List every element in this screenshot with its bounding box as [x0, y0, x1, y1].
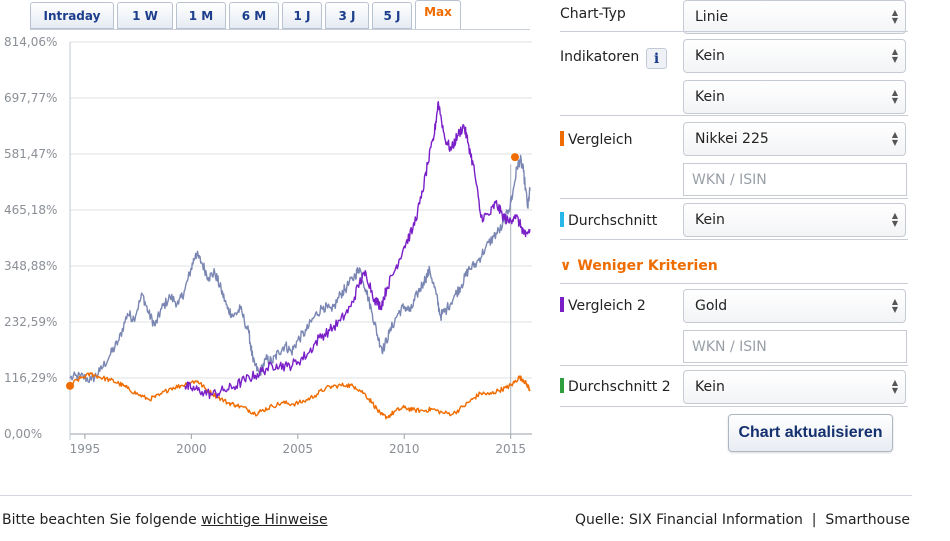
series-marker-1 [510, 153, 519, 162]
average-label: Durchschnitt [560, 212, 657, 229]
x-tick-label: 2015 [495, 442, 526, 456]
average2-label: Durchschnitt 2 [560, 378, 671, 395]
x-axis-ticks: 1995 2000 2005 2010 2015 [69, 42, 532, 456]
tab-1-m[interactable]: 1 M [176, 2, 226, 29]
tab-1-w[interactable]: 1 W [117, 2, 173, 29]
indicator-value-2: Kein [695, 89, 725, 105]
y-tick-label: 814,06% [4, 35, 57, 49]
average2-select[interactable]: Kein ▲ ▼ [683, 370, 906, 404]
average2-value: Kein [695, 379, 725, 395]
separator [560, 198, 908, 199]
footer-notice: Bitte beachten Sie folgende wichtige Hin… [2, 512, 328, 528]
x-tick-label: 2000 [176, 442, 207, 456]
select-arrows-icon: ▲ ▼ [891, 130, 898, 147]
price-chart: 814,06% 697,77% 581,47% 465,18% 348,88% 232,5… [4, 35, 532, 456]
comparison-value: Nikkei 225 [695, 131, 769, 147]
update-chart-button[interactable]: Chart aktualisieren [728, 414, 893, 452]
comparison-color-marker [560, 131, 564, 146]
footer-notice-text: Bitte beachten Sie folgende [2, 512, 197, 528]
select-arrows-icon: ▲ ▼ [891, 378, 898, 395]
average-value: Kein [695, 212, 725, 228]
tab-3-j[interactable]: 3 J [325, 2, 369, 29]
chart-markers [66, 153, 519, 390]
average-label-text: Durchschnitt [568, 213, 658, 229]
series-line-1 [69, 372, 531, 420]
indicators-label: Indikatoren [560, 49, 640, 65]
series-line-2 [184, 100, 531, 400]
y-tick-label: 0,00% [4, 427, 42, 441]
indicator-select-2[interactable]: Kein ▲ ▼ [683, 80, 906, 114]
tab-6-m[interactable]: 6 M [229, 2, 279, 29]
select-arrows-icon: ▲ ▼ [891, 211, 898, 228]
y-tick-label: 465,18% [4, 203, 57, 217]
less-criteria-label: Weniger Kriterien [577, 258, 718, 274]
select-arrows-icon: ▲ ▼ [891, 88, 898, 105]
comparison-label-text: Vergleich [568, 132, 633, 148]
chart-type-select[interactable]: Linie ▲ ▼ [683, 0, 906, 34]
comparison-label: Vergleich [560, 131, 632, 148]
average-select[interactable]: Kein ▲ ▼ [683, 203, 906, 237]
y-tick-label: 232,59% [4, 315, 57, 329]
average2-color-marker [560, 378, 564, 393]
chart-grid [70, 41, 532, 435]
tab-1-j[interactable]: 1 J [282, 2, 322, 29]
x-tick-label: 1995 [70, 442, 101, 456]
comparison2-select[interactable]: Gold ▲ ▼ [683, 289, 906, 323]
average-color-marker [560, 212, 564, 227]
chart-type-label: Chart-Typ [560, 6, 626, 22]
y-tick-label: 697,77% [4, 91, 57, 105]
comparison2-label: Vergleich 2 [560, 297, 646, 314]
x-tick-label: 2010 [389, 442, 420, 456]
chart-type-value: Linie [695, 9, 729, 25]
select-arrows-icon: ▲ ▼ [891, 8, 898, 25]
footer-separator [0, 495, 912, 496]
comparison-select[interactable]: Nikkei 225 ▲ ▼ [683, 122, 906, 156]
less-criteria-toggle[interactable]: ∨ Weniger Kriterien [560, 258, 718, 274]
y-tick-label: 581,47% [4, 147, 57, 161]
comparison-wkn-input[interactable] [683, 163, 907, 196]
select-arrows-icon: ▲ ▼ [891, 297, 898, 314]
important-notes-link[interactable]: wichtige Hinweise [201, 512, 328, 528]
series-marker-0 [66, 381, 74, 390]
tab-max[interactable]: Max [415, 0, 461, 30]
chart-series [69, 100, 531, 420]
chevron-down-icon: ∨ [560, 258, 572, 274]
info-icon[interactable]: i [646, 48, 667, 69]
y-axis-ticks: 814,06% 697,77% 581,47% 465,18% 348,88% 232,5… [4, 35, 57, 441]
series-line-0 [69, 154, 531, 384]
separator [560, 31, 908, 32]
x-tick-label: 2005 [283, 442, 314, 456]
select-arrows-icon: ▲ ▼ [891, 47, 898, 64]
tab-5-j[interactable]: 5 J [372, 2, 412, 29]
average2-label-text: Durchschnitt 2 [568, 379, 671, 395]
footer-source: Quelle: SIX Financial Information | Smar… [574, 512, 910, 528]
separator [560, 115, 908, 116]
separator [560, 283, 908, 284]
comparison2-label-text: Vergleich 2 [568, 298, 646, 314]
indicator-value-1: Kein [695, 48, 725, 64]
indicator-select-1[interactable]: Kein ▲ ▼ [683, 39, 906, 73]
tab-intraday[interactable]: Intraday [30, 2, 114, 29]
tabs-baseline [30, 29, 530, 30]
comparison2-wkn-input[interactable] [683, 330, 907, 363]
y-tick-label: 348,88% [4, 259, 57, 273]
separator [560, 365, 908, 366]
comparison2-value: Gold [695, 298, 728, 314]
y-tick-label: 116,29% [4, 371, 57, 385]
separator [560, 239, 908, 240]
separator [560, 406, 908, 407]
comparison2-color-marker [560, 297, 564, 312]
